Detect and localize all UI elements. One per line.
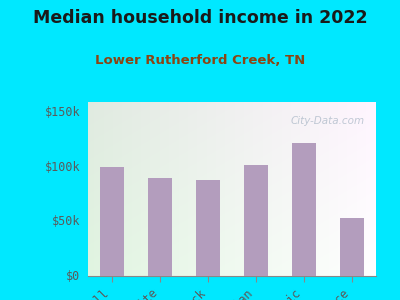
Text: City-Data.com: City-Data.com [290, 116, 364, 126]
Text: Lower Rutherford Creek, TN: Lower Rutherford Creek, TN [95, 54, 305, 67]
Text: $100k: $100k [44, 161, 80, 174]
Bar [148, 178, 172, 276]
Text: $0: $0 [66, 269, 80, 283]
Bar [340, 218, 364, 276]
Text: $150k: $150k [44, 106, 80, 119]
Bar [100, 167, 124, 276]
Bar [292, 143, 316, 276]
Text: Median household income in 2022: Median household income in 2022 [33, 9, 367, 27]
Bar [244, 165, 268, 276]
Bar [196, 180, 220, 276]
Text: $50k: $50k [52, 215, 80, 228]
